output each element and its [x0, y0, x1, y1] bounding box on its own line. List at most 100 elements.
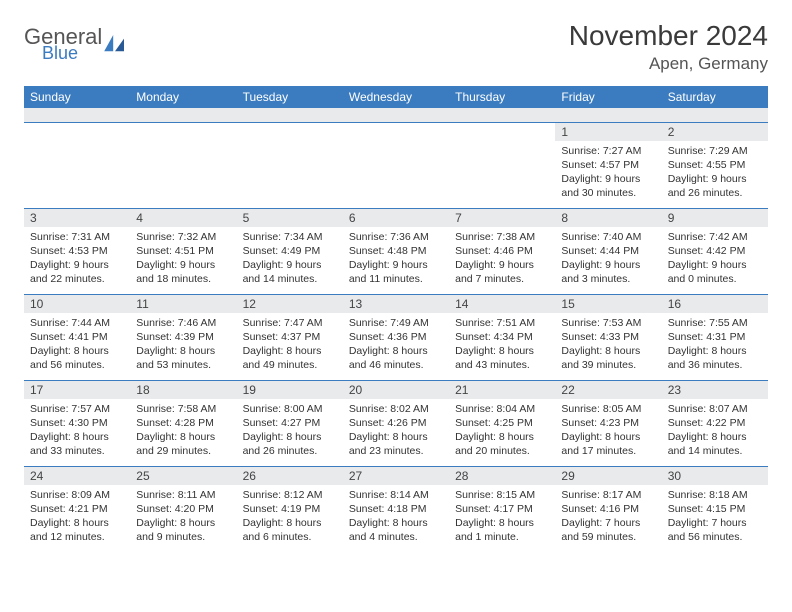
calendar-cell: 16Sunrise: 7:55 AMSunset: 4:31 PMDayligh… [662, 294, 768, 380]
calendar-cell: 27Sunrise: 8:14 AMSunset: 4:18 PMDayligh… [343, 466, 449, 552]
day-number: 29 [555, 467, 661, 485]
calendar-cell: 25Sunrise: 8:11 AMSunset: 4:20 PMDayligh… [130, 466, 236, 552]
day-details: Sunrise: 8:00 AMSunset: 4:27 PMDaylight:… [237, 399, 343, 463]
day-details: Sunrise: 7:27 AMSunset: 4:57 PMDaylight:… [555, 141, 661, 205]
col-sunday: Sunday [24, 86, 130, 108]
day-details: Sunrise: 7:40 AMSunset: 4:44 PMDaylight:… [555, 227, 661, 291]
calendar-cell: 15Sunrise: 7:53 AMSunset: 4:33 PMDayligh… [555, 294, 661, 380]
day-details: Sunrise: 7:55 AMSunset: 4:31 PMDaylight:… [662, 313, 768, 377]
calendar-cell: 21Sunrise: 8:04 AMSunset: 4:25 PMDayligh… [449, 380, 555, 466]
calendar-cell: 13Sunrise: 7:49 AMSunset: 4:36 PMDayligh… [343, 294, 449, 380]
calendar-cell: 29Sunrise: 8:17 AMSunset: 4:16 PMDayligh… [555, 466, 661, 552]
day-number: 15 [555, 295, 661, 313]
day-number: 19 [237, 381, 343, 399]
calendar-cell: .. [449, 122, 555, 208]
day-details: Sunrise: 7:32 AMSunset: 4:51 PMDaylight:… [130, 227, 236, 291]
day-details: Sunrise: 8:15 AMSunset: 4:17 PMDaylight:… [449, 485, 555, 549]
day-number: 9 [662, 209, 768, 227]
day-number: 24 [24, 467, 130, 485]
calendar-cell: 17Sunrise: 7:57 AMSunset: 4:30 PMDayligh… [24, 380, 130, 466]
calendar-cell: 5Sunrise: 7:34 AMSunset: 4:49 PMDaylight… [237, 208, 343, 294]
col-saturday: Saturday [662, 86, 768, 108]
logo: General Blue [24, 20, 126, 62]
logo-text: General Blue [24, 26, 102, 62]
sail-icon [104, 35, 126, 53]
day-number: 26 [237, 467, 343, 485]
day-details: Sunrise: 8:18 AMSunset: 4:15 PMDaylight:… [662, 485, 768, 549]
col-wednesday: Wednesday [343, 86, 449, 108]
day-details: Sunrise: 7:42 AMSunset: 4:42 PMDaylight:… [662, 227, 768, 291]
col-tuesday: Tuesday [237, 86, 343, 108]
calendar-cell: 24Sunrise: 8:09 AMSunset: 4:21 PMDayligh… [24, 466, 130, 552]
day-number: 17 [24, 381, 130, 399]
day-details: Sunrise: 7:44 AMSunset: 4:41 PMDaylight:… [24, 313, 130, 377]
day-details: Sunrise: 7:29 AMSunset: 4:55 PMDaylight:… [662, 141, 768, 205]
calendar-week: 17Sunrise: 7:57 AMSunset: 4:30 PMDayligh… [24, 380, 768, 466]
calendar-cell: 11Sunrise: 7:46 AMSunset: 4:39 PMDayligh… [130, 294, 236, 380]
day-number: 3 [24, 209, 130, 227]
calendar-cell: .. [24, 122, 130, 208]
day-number: 10 [24, 295, 130, 313]
day-number: 23 [662, 381, 768, 399]
day-details: Sunrise: 8:17 AMSunset: 4:16 PMDaylight:… [555, 485, 661, 549]
calendar-cell: 30Sunrise: 8:18 AMSunset: 4:15 PMDayligh… [662, 466, 768, 552]
day-details: Sunrise: 7:51 AMSunset: 4:34 PMDaylight:… [449, 313, 555, 377]
calendar-body: ..........1Sunrise: 7:27 AMSunset: 4:57 … [24, 108, 768, 552]
calendar-week: 24Sunrise: 8:09 AMSunset: 4:21 PMDayligh… [24, 466, 768, 552]
day-number: 28 [449, 467, 555, 485]
calendar-cell: 19Sunrise: 8:00 AMSunset: 4:27 PMDayligh… [237, 380, 343, 466]
day-details: Sunrise: 8:04 AMSunset: 4:25 PMDaylight:… [449, 399, 555, 463]
day-number: 13 [343, 295, 449, 313]
title-block: November 2024 Apen, Germany [569, 20, 768, 74]
day-number: 1 [555, 123, 661, 141]
day-number: 18 [130, 381, 236, 399]
calendar-cell: 14Sunrise: 7:51 AMSunset: 4:34 PMDayligh… [449, 294, 555, 380]
day-number: 7 [449, 209, 555, 227]
day-details: Sunrise: 7:34 AMSunset: 4:49 PMDaylight:… [237, 227, 343, 291]
calendar-cell: 20Sunrise: 8:02 AMSunset: 4:26 PMDayligh… [343, 380, 449, 466]
calendar-cell: 23Sunrise: 8:07 AMSunset: 4:22 PMDayligh… [662, 380, 768, 466]
day-details: Sunrise: 8:09 AMSunset: 4:21 PMDaylight:… [24, 485, 130, 549]
calendar-cell: .. [237, 122, 343, 208]
calendar-week: 3Sunrise: 7:31 AMSunset: 4:53 PMDaylight… [24, 208, 768, 294]
calendar-week: 10Sunrise: 7:44 AMSunset: 4:41 PMDayligh… [24, 294, 768, 380]
day-number: 5 [237, 209, 343, 227]
calendar-cell: 6Sunrise: 7:36 AMSunset: 4:48 PMDaylight… [343, 208, 449, 294]
day-details: Sunrise: 8:12 AMSunset: 4:19 PMDaylight:… [237, 485, 343, 549]
calendar-cell: 28Sunrise: 8:15 AMSunset: 4:17 PMDayligh… [449, 466, 555, 552]
col-friday: Friday [555, 86, 661, 108]
calendar-cell: 22Sunrise: 8:05 AMSunset: 4:23 PMDayligh… [555, 380, 661, 466]
day-number: 30 [662, 467, 768, 485]
day-number: 21 [449, 381, 555, 399]
day-number: 12 [237, 295, 343, 313]
calendar-cell: 26Sunrise: 8:12 AMSunset: 4:19 PMDayligh… [237, 466, 343, 552]
calendar-week: ..........1Sunrise: 7:27 AMSunset: 4:57 … [24, 122, 768, 208]
day-number: 25 [130, 467, 236, 485]
calendar-cell: 1Sunrise: 7:27 AMSunset: 4:57 PMDaylight… [555, 122, 661, 208]
day-number: 22 [555, 381, 661, 399]
calendar-table: Sunday Monday Tuesday Wednesday Thursday… [24, 86, 768, 552]
day-number: 6 [343, 209, 449, 227]
day-details: Sunrise: 7:47 AMSunset: 4:37 PMDaylight:… [237, 313, 343, 377]
day-details: Sunrise: 7:38 AMSunset: 4:46 PMDaylight:… [449, 227, 555, 291]
day-number: 4 [130, 209, 236, 227]
day-number: 8 [555, 209, 661, 227]
day-details: Sunrise: 7:36 AMSunset: 4:48 PMDaylight:… [343, 227, 449, 291]
day-details: Sunrise: 8:07 AMSunset: 4:22 PMDaylight:… [662, 399, 768, 463]
month-title: November 2024 [569, 20, 768, 52]
calendar-cell: 8Sunrise: 7:40 AMSunset: 4:44 PMDaylight… [555, 208, 661, 294]
day-number: 11 [130, 295, 236, 313]
day-details: Sunrise: 7:57 AMSunset: 4:30 PMDaylight:… [24, 399, 130, 463]
day-details: Sunrise: 7:46 AMSunset: 4:39 PMDaylight:… [130, 313, 236, 377]
day-details: Sunrise: 7:49 AMSunset: 4:36 PMDaylight:… [343, 313, 449, 377]
calendar-cell: 12Sunrise: 7:47 AMSunset: 4:37 PMDayligh… [237, 294, 343, 380]
col-thursday: Thursday [449, 86, 555, 108]
spacer-row [24, 108, 768, 122]
day-details: Sunrise: 8:02 AMSunset: 4:26 PMDaylight:… [343, 399, 449, 463]
col-monday: Monday [130, 86, 236, 108]
header: General Blue November 2024 Apen, Germany [24, 20, 768, 74]
calendar-cell: 18Sunrise: 7:58 AMSunset: 4:28 PMDayligh… [130, 380, 236, 466]
day-number: 20 [343, 381, 449, 399]
calendar-cell: .. [130, 122, 236, 208]
day-number: 14 [449, 295, 555, 313]
